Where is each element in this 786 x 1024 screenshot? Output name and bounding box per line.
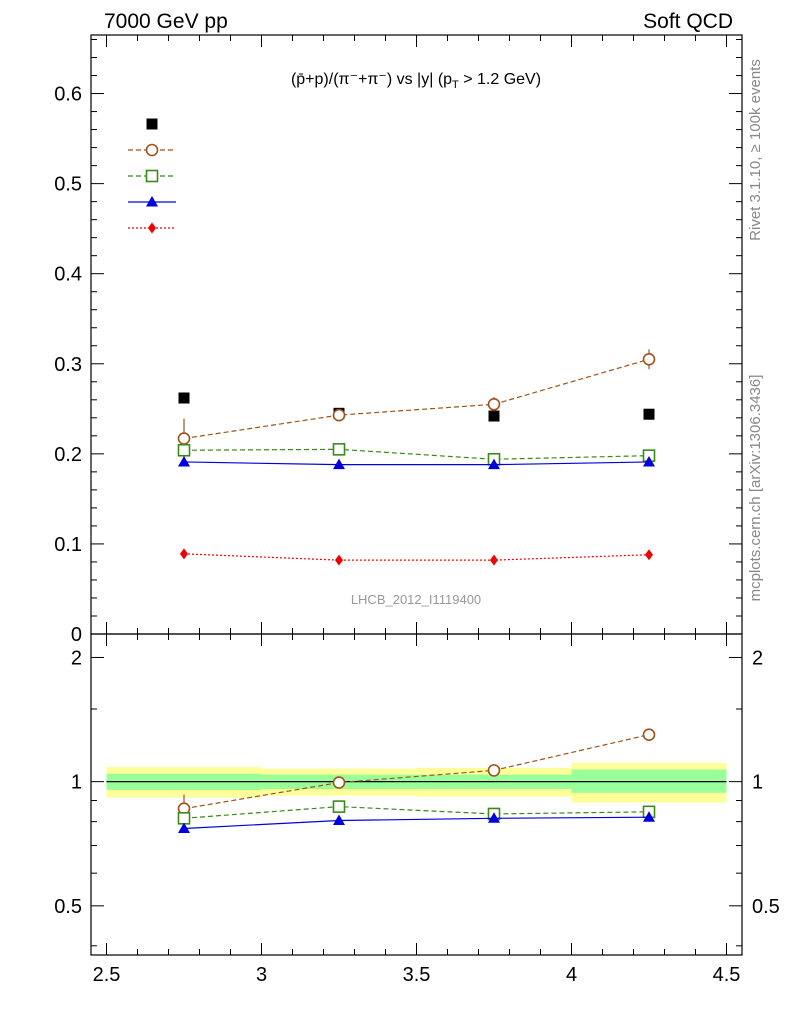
p1-series-1-point-1	[332, 800, 346, 813]
p0-series-3-line	[183, 461, 650, 466]
p0-frame	[90, 34, 743, 635]
p1-series-2-point-1	[333, 814, 345, 826]
side-label-rivet: Rivet 3.1.10, ≥ 100k events	[747, 59, 764, 241]
p0-series-1-point-2	[487, 398, 501, 411]
p1-frame	[90, 633, 743, 956]
legend	[128, 118, 176, 234]
p1-series-1-line	[183, 806, 650, 819]
p0-series-4-line	[183, 553, 650, 561]
p1-series-0-point-3	[642, 728, 656, 741]
p0-series-1-point-0	[177, 432, 191, 445]
legend-marker-3	[146, 196, 158, 207]
p0-series-0-point-3	[643, 408, 655, 420]
p0-series-1-point-3	[642, 352, 656, 366]
p0-ytick-label-4: 0.4	[54, 264, 82, 286]
p0-series-3-point-3	[643, 455, 655, 467]
p0-series-3-point-1	[333, 458, 345, 470]
p0-ytick-label-3: 0.3	[54, 354, 82, 376]
chart-title: (p̄+p)/(π⁻+π⁻) vs |y| (pT > 1.2 GeV)	[291, 71, 541, 91]
watermark-label: LHCB_2012_I1119400	[351, 592, 481, 607]
p1-xtick-label-3: 4	[566, 964, 577, 986]
p0-ytick-label-1: 0.1	[54, 534, 82, 556]
p1-xtick-label-2: 3.5	[403, 964, 431, 986]
p0-series-1-line	[183, 358, 650, 440]
p1-ytick-label-right-1: 1	[752, 772, 763, 794]
p1-series-2-line	[183, 816, 650, 830]
p1-ytick-label-0: 0.5	[54, 896, 82, 918]
p1-xtick-label-1: 3	[256, 964, 267, 986]
p0-series-3-point-0	[178, 455, 190, 467]
p1-series-0-point-2	[487, 764, 501, 777]
p0-series-4-point-0	[180, 548, 188, 560]
p1-series-2-point-3	[643, 811, 655, 822]
p0-series-2-point-1	[332, 443, 346, 456]
p0-series-4-point-1	[335, 554, 343, 566]
p0-series-2-line	[183, 448, 650, 460]
p0-ytick-label-5: 0.5	[54, 174, 82, 196]
p1-series-2-point-2	[488, 812, 500, 823]
p0-ytick-label-0: 0	[71, 624, 82, 646]
legend-marker-2	[145, 169, 159, 183]
header-right-label: Soft QCD	[643, 10, 733, 33]
ratio-panel: 0.5 0.5 1 1 2 2 2.5 3 3.5 4 4.5	[54, 633, 780, 986]
p0-ytick-label-2: 0.2	[54, 444, 82, 466]
p1-ytick-label-right-0: 0.5	[752, 896, 780, 918]
p1-xtick-label-4: 4.5	[713, 964, 741, 986]
legend-marker-0	[146, 118, 158, 130]
p1-series-2-point-0	[178, 822, 190, 833]
header-left-label: 7000 GeV pp	[104, 10, 228, 33]
p0-ytick-label-6: 0.6	[54, 84, 82, 106]
p1-xtick-label-0: 2.5	[93, 964, 121, 986]
p1-ytick-label-1: 1	[71, 772, 82, 794]
p1-ytick-label-right-2: 2	[752, 647, 763, 669]
side-label-mcplots: mcplots.cern.ch [arXiv:1306.3436]	[747, 375, 764, 602]
p0-series-0-point-2	[488, 410, 500, 422]
legend-marker-4	[148, 222, 156, 234]
p0-series-1-point-1	[332, 408, 346, 422]
p0-series-3-point-2	[488, 458, 500, 470]
p0-series-0-point-0	[178, 392, 190, 404]
p1-series-0-point-1	[332, 776, 346, 789]
p1-ytick-label-2: 2	[71, 647, 82, 669]
legend-marker-1	[145, 143, 159, 157]
p1-series-1-point-0	[177, 812, 191, 825]
main-panel: 0 0.1 0.2 0.3 0.4 0.5 0.6 (p̄+p)/(π⁻+π⁻) vs |y|…	[54, 34, 743, 646]
p0-series-2-point-0	[177, 443, 191, 457]
p0-series-4-point-3	[645, 549, 653, 561]
p1-series-0-line	[183, 734, 650, 810]
p0-series-4-point-2	[490, 554, 498, 566]
